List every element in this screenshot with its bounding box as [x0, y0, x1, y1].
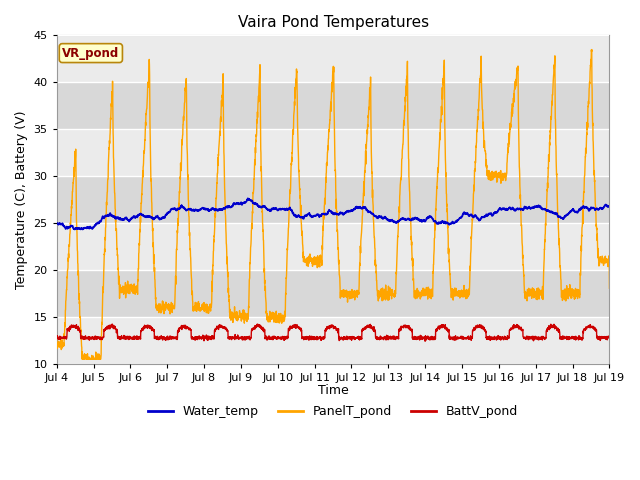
Bar	[57, 36, 609, 82]
Bar	[57, 270, 609, 317]
Bar	[57, 317, 609, 364]
X-axis label: Time: Time	[317, 384, 348, 397]
Legend: Water_temp, PanelT_pond, BattV_pond: Water_temp, PanelT_pond, BattV_pond	[143, 400, 523, 423]
Bar	[57, 223, 609, 270]
Y-axis label: Temperature (C), Battery (V): Temperature (C), Battery (V)	[15, 110, 28, 289]
Bar	[57, 176, 609, 223]
Bar	[57, 82, 609, 129]
Bar	[57, 129, 609, 176]
Text: VR_pond: VR_pond	[62, 47, 120, 60]
Title: Vaira Pond Temperatures: Vaira Pond Temperatures	[237, 15, 429, 30]
